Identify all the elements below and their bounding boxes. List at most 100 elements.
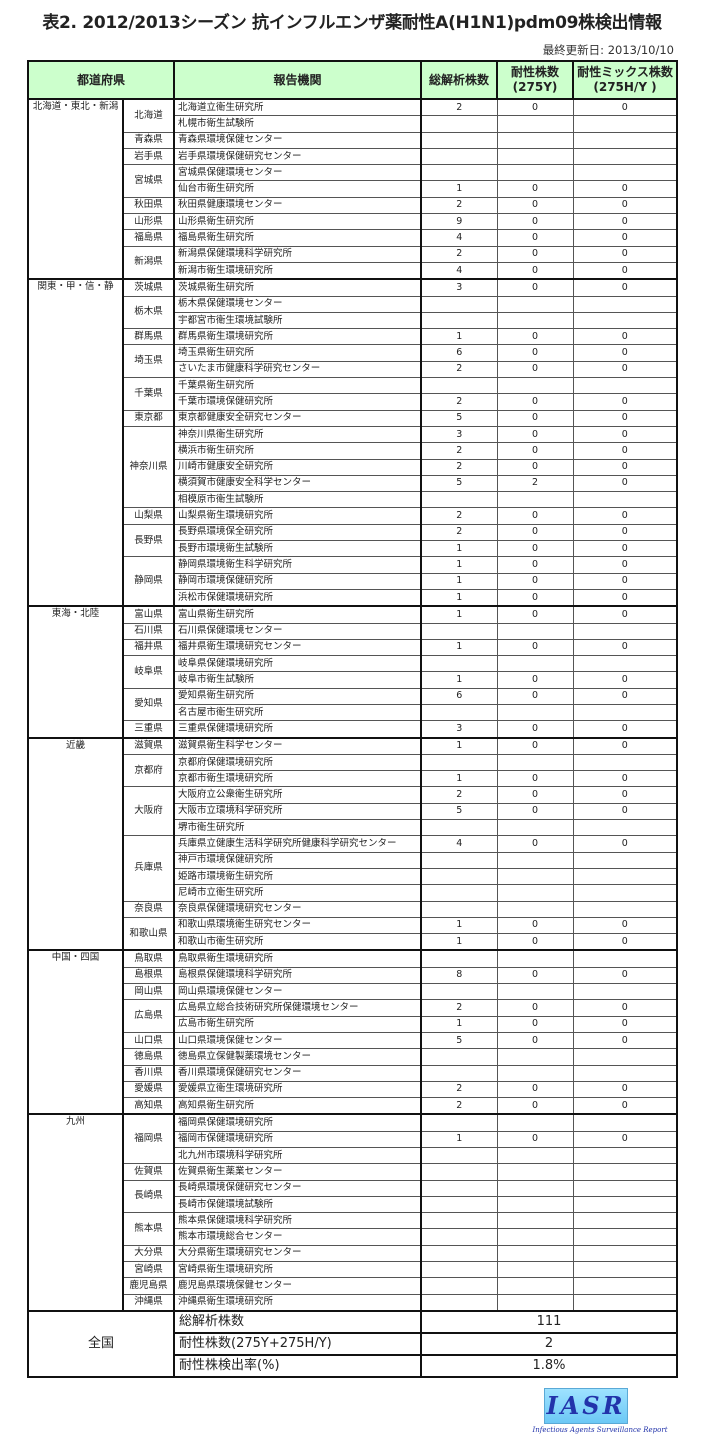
mixed-275hy-count: [572, 1293, 679, 1312]
prefecture-name: 広島県: [121, 999, 176, 1033]
total-count: 2: [420, 98, 498, 117]
mixed-275hy-count: 0: [572, 328, 679, 346]
mixed-275hy-count: [572, 655, 679, 673]
mixed-275hy-count: [572, 1195, 679, 1214]
institution-name: 山口県環境保健センター: [173, 1031, 423, 1050]
resistant-275y-count: 2: [496, 474, 574, 493]
resistant-275y-count: 0: [496, 588, 574, 607]
mixed-275hy-count: 0: [572, 523, 679, 542]
table-row: 岩手県 岩手県環境保健研究センター: [28, 147, 679, 166]
institution-name: 横浜市衛生研究所: [173, 442, 423, 460]
institution-name: 長野市環境衛生試験所: [173, 540, 423, 558]
summary-row: 耐性株検出率(%) 1.8%: [28, 1353, 679, 1378]
prefecture-name: 神奈川県: [121, 425, 176, 509]
total-count: [420, 131, 498, 149]
table-row: 北海道・東北・新潟 北海道 北海道立衛生研究所 2 0 0: [27, 97, 679, 281]
mixed-275hy-count: 0: [572, 344, 679, 362]
institution-name: 埼玉県衛生研究所: [173, 344, 423, 362]
resistant-275y-count: [496, 900, 574, 918]
total-count: 2: [420, 523, 498, 542]
total-count: 6: [420, 344, 498, 362]
mixed-275hy-count: [572, 311, 679, 330]
prefecture-name: 岩手県: [121, 147, 176, 166]
institution-name: 横須賀市健康安全科学センター: [173, 474, 423, 493]
institution-name: 東京都健康安全研究センター: [173, 409, 423, 427]
prefecture-name: 兵庫県: [121, 835, 176, 902]
summary-row: 耐性株数(275Y+275H/Y) 2: [28, 1331, 679, 1356]
prefecture-name: 山梨県: [121, 507, 176, 525]
resistant-275y-count: 0: [496, 1097, 574, 1115]
institution-name: 福岡市保健環境研究所: [173, 1130, 423, 1149]
total-count: 1: [420, 605, 498, 624]
resistant-275y-count: [496, 1146, 574, 1165]
institution-name: 山梨県衛生環境研究所: [173, 507, 423, 525]
institution-name: 相模原市衛生試験所: [173, 491, 423, 509]
last-updated: 最終更新日: 2013/10/10: [542, 43, 674, 57]
mixed-275hy-count: 0: [572, 261, 679, 280]
mixed-275hy-count: [572, 949, 679, 968]
prefecture-name: 島根県: [121, 966, 176, 985]
institution-name: 浜松市保健環境研究所: [173, 588, 423, 607]
total-count: [420, 1163, 498, 1181]
resistant-275y-count: [496, 1212, 574, 1230]
table-row: 京都府 京都府保健環境研究所: [28, 753, 679, 788]
total-count: 1: [420, 933, 498, 951]
institution-name: 青森県環境保健センター: [173, 131, 423, 149]
total-count: 5: [420, 802, 498, 821]
resistant-275y-count: 0: [496, 720, 574, 739]
institution-name: 川崎市健康安全研究所: [173, 458, 423, 476]
prefecture-name: 福島県: [121, 229, 176, 247]
table-row: 宇都宮市衛生環境試験所: [28, 311, 679, 330]
mixed-275hy-count: 0: [572, 278, 679, 297]
prefecture-name: 静岡県: [121, 556, 176, 607]
mixed-275hy-count: [572, 703, 679, 722]
table-row: 福島県 福島県衛生研究所 4 0 0: [28, 229, 679, 247]
resistant-275y-count: 0: [496, 770, 574, 788]
total-count: [420, 295, 498, 313]
table-row: 近畿 滋賀県 滋賀県衛生科学センター 1 0 0: [27, 736, 679, 952]
institution-name: 秋田県健康環境センター: [173, 196, 423, 215]
total-count: 2: [420, 507, 498, 525]
prefecture-name: 岐阜県: [121, 655, 176, 689]
summary-value: 2: [420, 1331, 679, 1356]
prefecture-name: 群馬県: [121, 328, 176, 346]
resistant-275y-count: [496, 703, 574, 722]
table-row: 長崎県 長崎県環境保健研究センター: [28, 1179, 679, 1214]
mixed-275hy-count: 0: [572, 687, 679, 705]
resistant-275y-count: [496, 819, 574, 837]
institution-name: 静岡市環境保健研究所: [173, 572, 423, 590]
table-row: 徳島県 徳島県立保健製薬環境センター: [28, 1048, 679, 1066]
resistant-275y-count: 0: [496, 98, 574, 117]
total-count: 6: [420, 687, 498, 705]
resistant-275y-count: 0: [496, 786, 574, 804]
mixed-275hy-count: [572, 819, 679, 837]
total-count: 1: [420, 671, 498, 689]
table-row: 姫路市環境衛生研究所: [28, 867, 679, 886]
total-count: [420, 1113, 498, 1132]
prefecture-name: 京都府: [121, 753, 176, 788]
institution-name: 熊本県保健環境科学研究所: [173, 1212, 423, 1230]
resistant-275y-count: [496, 949, 574, 968]
prefecture-name: 福岡県: [121, 1113, 176, 1165]
total-count: 4: [420, 835, 498, 853]
resistant-275y-count: 0: [496, 605, 574, 624]
total-count: 5: [420, 409, 498, 427]
total-count: [420, 819, 498, 837]
col-prefecture: 都道府県: [26, 60, 176, 100]
prefecture-name: 香川県: [121, 1064, 176, 1082]
institution-name: 姫路市環境衛生研究所: [173, 867, 423, 886]
total-count: 1: [420, 588, 498, 607]
table-row: 埼玉県 埼玉県衛生研究所 6 0 0: [28, 344, 679, 379]
mixed-275hy-count: [572, 867, 679, 886]
institution-name: 岩手県環境保健研究センター: [173, 147, 423, 166]
table-row: 長崎市保健環境試験所: [28, 1195, 679, 1214]
table-row: 静岡市環境保健研究所 1 0 0: [28, 572, 679, 590]
total-count: [420, 703, 498, 722]
prefecture-name: 埼玉県: [121, 344, 176, 379]
table-row: 青森県 青森県環境保健センター: [28, 131, 679, 149]
mixed-275hy-count: [572, 900, 679, 918]
mixed-275hy-count: [572, 884, 679, 902]
table-row: 横浜市衛生研究所 2 0 0: [28, 442, 679, 460]
summary-label: 耐性株検出率(%): [173, 1353, 423, 1378]
resistant-275y-count: 0: [496, 328, 574, 346]
